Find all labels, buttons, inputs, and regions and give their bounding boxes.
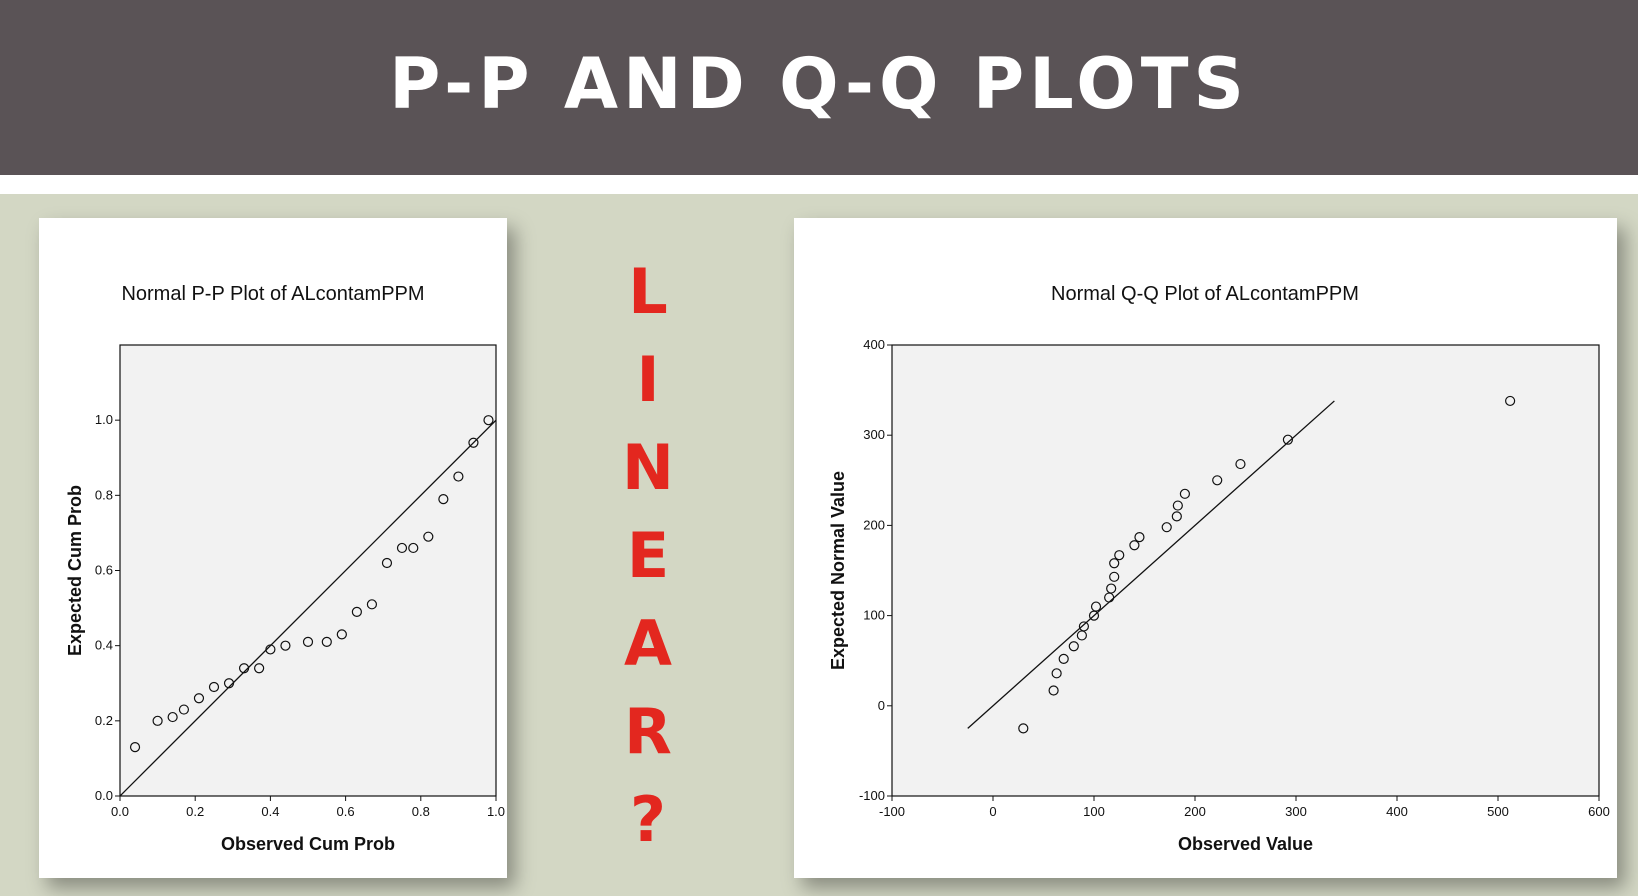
data-point bbox=[366, 599, 378, 610]
data-point bbox=[178, 704, 190, 715]
chart-title: Normal P-P Plot of ALcontamPPM bbox=[121, 283, 424, 305]
pp-plot-chart: Normal P-P Plot of ALcontamPPM 0.0 0.2 0.4 0… bbox=[65, 283, 505, 854]
data-point bbox=[336, 629, 347, 640]
data-point bbox=[423, 531, 434, 542]
title-banner: P-P AND Q-Q PLOTS bbox=[0, 0, 1638, 175]
linear-letter: L bbox=[628, 255, 668, 328]
linear-letter: I bbox=[636, 343, 660, 416]
data-point bbox=[265, 644, 276, 655]
data-point bbox=[223, 678, 235, 689]
data-point bbox=[1161, 522, 1172, 533]
data-point bbox=[1212, 475, 1223, 486]
slide-title: P-P AND Q-Q PLOTS bbox=[389, 42, 1249, 125]
plot-area bbox=[891, 344, 1600, 797]
y-tick-label: 200 bbox=[863, 517, 885, 532]
title-underline-band bbox=[0, 175, 1638, 194]
linear-letter: A bbox=[624, 607, 672, 680]
y-tick-label: 0.0 bbox=[95, 788, 113, 803]
data-point bbox=[1134, 532, 1145, 543]
x-tick-label: 0 bbox=[989, 804, 996, 819]
data-point bbox=[1051, 668, 1062, 679]
y-tick-label: 0.6 bbox=[95, 563, 113, 578]
y-tick-label: 400 bbox=[863, 337, 885, 352]
qq-plot-chart: Normal Q-Q Plot of ALcontamPPM -100 0 100 20… bbox=[828, 283, 1610, 854]
data-point bbox=[408, 542, 419, 554]
data-point bbox=[1179, 488, 1190, 499]
data-point bbox=[238, 663, 250, 674]
x-tick-label: 500 bbox=[1487, 804, 1509, 819]
x-axis-label: Observed Value bbox=[1178, 834, 1313, 854]
linear-letter: R bbox=[624, 695, 672, 768]
data-point bbox=[1235, 458, 1246, 470]
data-point bbox=[208, 681, 220, 693]
data-point bbox=[381, 557, 393, 569]
linear-letter: ? bbox=[630, 783, 666, 856]
x-tick-label: -100 bbox=[879, 804, 905, 819]
data-point bbox=[302, 636, 314, 648]
linear-question-text: L I N E A R? bbox=[598, 248, 698, 864]
y-tick-label: 300 bbox=[863, 427, 885, 442]
data-point bbox=[351, 606, 362, 617]
data-point bbox=[453, 471, 464, 482]
data-point bbox=[280, 640, 291, 651]
data-point bbox=[396, 542, 408, 554]
y-tick-label: 0 bbox=[878, 698, 885, 713]
x-tick-label: 300 bbox=[1285, 804, 1307, 819]
x-tick-label: 1.0 bbox=[487, 804, 505, 819]
x-tick-label: 0.8 bbox=[412, 804, 430, 819]
data-point bbox=[152, 715, 163, 726]
y-axis-label: Expected Cum Prob bbox=[65, 485, 85, 656]
data-point bbox=[483, 415, 494, 426]
x-tick-label: 100 bbox=[1083, 804, 1105, 819]
x-tick-label: 0.6 bbox=[337, 804, 355, 819]
data-point bbox=[1172, 500, 1183, 511]
data-point bbox=[321, 636, 332, 648]
data-point bbox=[438, 493, 449, 505]
x-axis-label: Observed Cum Prob bbox=[221, 834, 395, 854]
chart-title: Normal Q-Q Plot of ALcontamPPM bbox=[1051, 283, 1359, 305]
x-tick-label: 400 bbox=[1386, 804, 1408, 819]
pp-plot-panel: Normal P-P Plot of ALcontamPPM 0.0 0.2 0.4 0… bbox=[39, 218, 507, 878]
data-point bbox=[1068, 641, 1079, 652]
data-point bbox=[1129, 540, 1140, 551]
data-point bbox=[1090, 601, 1102, 612]
x-tick-label: 200 bbox=[1184, 804, 1206, 819]
reference-line bbox=[967, 400, 1335, 729]
y-tick-label: 0.2 bbox=[95, 713, 113, 728]
x-tick-label: 600 bbox=[1588, 804, 1610, 819]
data-point bbox=[1171, 511, 1182, 522]
data-point bbox=[193, 693, 205, 704]
linear-letter: E bbox=[626, 519, 670, 592]
data-point bbox=[1109, 558, 1120, 569]
x-tick-label: 0.0 bbox=[111, 804, 129, 819]
data-point bbox=[1282, 434, 1294, 445]
data-point bbox=[129, 742, 141, 753]
qq-plot-panel: Normal Q-Q Plot of ALcontamPPM -100 0 100 20… bbox=[794, 218, 1617, 878]
data-point bbox=[468, 437, 479, 448]
y-tick-label: 0.8 bbox=[95, 487, 113, 502]
data-point bbox=[1048, 685, 1059, 696]
y-tick-label: 0.4 bbox=[95, 638, 113, 653]
plot-area bbox=[119, 344, 497, 797]
data-point bbox=[167, 711, 178, 723]
linear-letter: N bbox=[622, 431, 674, 504]
data-point bbox=[1078, 621, 1089, 632]
x-tick-label: 0.2 bbox=[186, 804, 204, 819]
data-point bbox=[1106, 583, 1117, 594]
y-tick-label: 100 bbox=[863, 608, 885, 623]
data-point bbox=[1058, 653, 1069, 664]
y-tick-label: 1.0 bbox=[95, 412, 113, 427]
data-point bbox=[1505, 395, 1516, 407]
data-point bbox=[1018, 723, 1029, 734]
x-tick-label: 0.4 bbox=[261, 804, 279, 819]
data-point bbox=[1114, 550, 1125, 561]
reference-line bbox=[120, 419, 496, 796]
y-axis-label: Expected Normal Value bbox=[828, 471, 848, 670]
data-point bbox=[254, 663, 265, 674]
data-point bbox=[1109, 571, 1120, 582]
y-tick-label: -100 bbox=[859, 788, 885, 803]
